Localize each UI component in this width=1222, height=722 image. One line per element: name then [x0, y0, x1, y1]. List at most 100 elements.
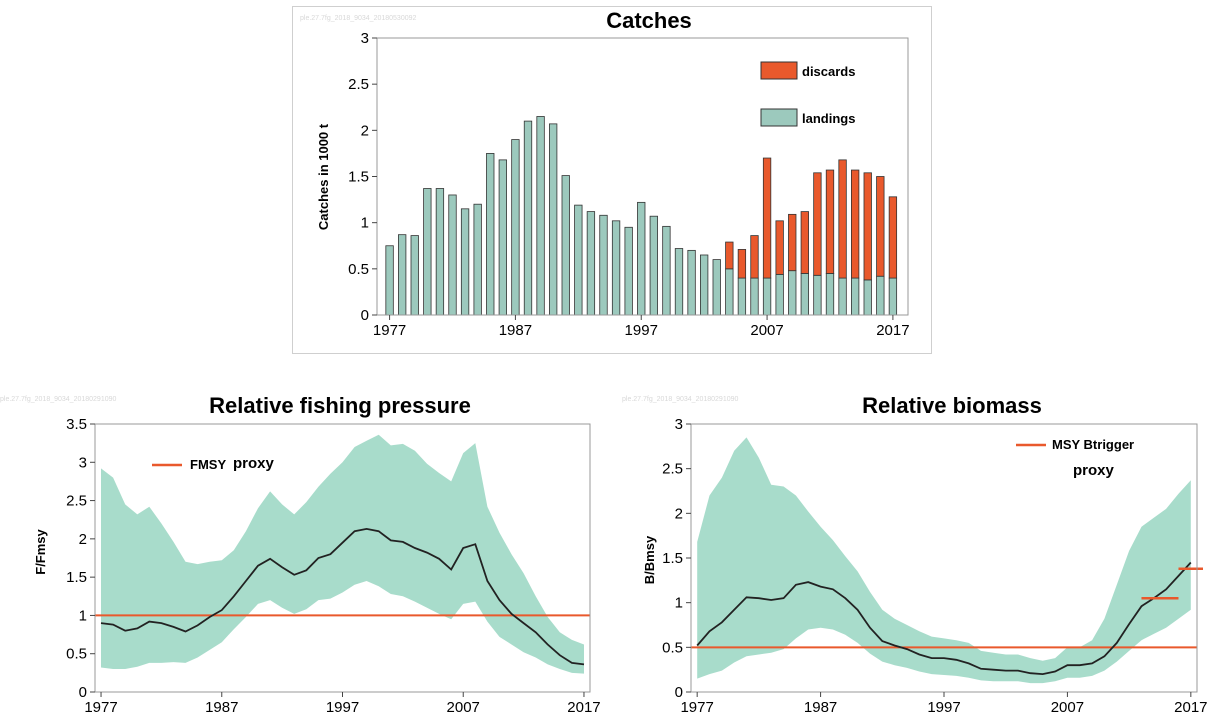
fishing-pressure-y-tick-label: 2 — [79, 531, 87, 548]
catches-x-tick-label: 2007 — [750, 322, 783, 339]
bar-landings-2011 — [813, 274, 822, 316]
biomass-y-tick-label: 2.5 — [662, 461, 683, 478]
bar-landings-2000 — [674, 248, 684, 316]
bar-discards-2008 — [775, 220, 784, 275]
biomass-confidence-band — [697, 437, 1191, 684]
biomass-y-tick-label: 0 — [675, 684, 683, 701]
fishing-pressure-estimate-line — [100, 527, 585, 666]
bar-discards-2016 — [876, 176, 885, 277]
bar-landings-1990 — [549, 123, 558, 316]
bar-landings-1989 — [536, 116, 545, 316]
bar-landings-2004 — [725, 268, 734, 316]
bar-landings-2017 — [888, 277, 898, 316]
bar-discards-2005 — [737, 249, 747, 279]
legend-label-landings: landings — [802, 111, 855, 126]
catches-chart: ple.27.7fg_2018_9034_20180530092 Catches… — [300, 8, 910, 339]
fishing-pressure-confidence-band — [101, 434, 584, 674]
catches-y-tick-label: 0 — [361, 307, 369, 324]
biomass-x-tick-label: 1977 — [680, 699, 713, 716]
bar-landings-2010 — [800, 273, 809, 316]
bar-landings-2005 — [737, 277, 747, 316]
bar-landings-1995 — [611, 220, 621, 316]
bar-landings-2003 — [712, 259, 721, 316]
bar-landings-1988 — [523, 120, 533, 316]
bar-landings-2001 — [687, 249, 696, 316]
bar-landings-1994 — [599, 214, 608, 316]
catches-y-tick-label: 2 — [361, 122, 369, 139]
catches-x-tick-label: 1997 — [625, 322, 658, 339]
fishing-pressure-y-tick-label: 0 — [79, 684, 87, 701]
fishing-pressure-y-tick-label: 1.5 — [66, 569, 87, 586]
biomass-x-tick-label: 2017 — [1174, 699, 1207, 716]
fishing-pressure-chart: ple.27.7fg_2018_9034_20180291090 Relativ… — [0, 393, 601, 716]
fishing-pressure-x-tick-label: 1987 — [205, 699, 238, 716]
bar-discards-2015 — [863, 172, 872, 281]
catches-x-tick-label: 1977 — [373, 322, 406, 339]
biomass-title: Relative biomass — [862, 393, 1042, 418]
legend-label-fmsy: FMSY — [190, 457, 226, 472]
biomass-y-tick-label: 3 — [675, 416, 683, 433]
bar-landings-1984 — [473, 203, 482, 316]
fishing-pressure-x-tick-label: 2007 — [447, 699, 480, 716]
bar-discards-2012 — [825, 169, 835, 274]
bar-landings-2015 — [863, 279, 872, 316]
fishing-pressure-y-tick-label: 3.5 — [66, 416, 87, 433]
bar-landings-1980 — [423, 188, 432, 316]
legend-label-discards: discards — [802, 64, 855, 79]
bar-landings-2013 — [838, 277, 847, 316]
biomass-estimate-line — [696, 561, 1192, 676]
bar-landings-1999 — [662, 225, 671, 316]
bar-discards-2006 — [750, 235, 759, 279]
fishing-pressure-y-tick-label: 0.5 — [66, 646, 87, 663]
bar-landings-1978 — [398, 234, 407, 316]
bar-landings-2008 — [775, 273, 784, 316]
bar-landings-1983 — [460, 208, 470, 316]
fishing-pressure-x-tick-label: 2017 — [567, 699, 600, 716]
catches-x-tick-label: 1987 — [499, 322, 532, 339]
fishing-pressure-title: Relative fishing pressure — [209, 393, 471, 418]
bar-landings-1991 — [561, 175, 570, 316]
bar-landings-2009 — [788, 270, 797, 316]
catches-y-axis-label: Catches in 1000 t — [316, 123, 331, 230]
bar-landings-1985 — [486, 153, 495, 316]
biomass-watermark: ple.27.7fg_2018_9034_20180291090 — [622, 396, 739, 403]
biomass-x-tick-label: 1997 — [927, 699, 960, 716]
bar-landings-2012 — [825, 273, 835, 316]
fishing-pressure-x-tick-label: 1977 — [84, 699, 117, 716]
bar-landings-1993 — [586, 211, 596, 316]
biomass-x-tick-label: 2007 — [1051, 699, 1084, 716]
legend-label-msybtrigger: MSY Btrigger — [1052, 437, 1134, 452]
bar-discards-2011 — [813, 172, 822, 276]
catches-y-tick-label: 1 — [361, 215, 369, 232]
bar-landings-1986 — [498, 159, 507, 316]
catches-y-tick-label: 2.5 — [348, 76, 369, 93]
fishing-pressure-x-tick-label: 1997 — [326, 699, 359, 716]
bar-landings-1982 — [448, 194, 457, 316]
biomass-chart: ple.27.7fg_2018_9034_20180291090 Relativ… — [622, 393, 1208, 716]
bar-discards-2007 — [762, 157, 772, 279]
bar-landings-1977 — [385, 245, 394, 316]
bar-landings-1996 — [624, 226, 633, 316]
fishing-pressure-watermark: ple.27.7fg_2018_9034_20180291090 — [0, 396, 117, 403]
fishing-pressure-y-axis-label: F/Fmsy — [33, 528, 48, 574]
bar-landings-1998 — [649, 215, 658, 316]
bar-discards-2004 — [725, 241, 734, 270]
bar-discards-2017 — [888, 196, 898, 279]
catches-y-tick-label: 1.5 — [348, 169, 369, 186]
fishing-pressure-y-tick-label: 2.5 — [66, 493, 87, 510]
bar-discards-2013 — [838, 159, 847, 279]
biomass-y-axis-label: B/Bmsy — [642, 535, 657, 584]
bar-landings-2007 — [762, 277, 772, 316]
bar-discards-2014 — [851, 169, 860, 279]
biomass-y-tick-label: 0.5 — [662, 639, 683, 656]
biomass-y-tick-label: 1 — [675, 595, 683, 612]
catches-title: Catches — [606, 8, 692, 33]
catches-y-tick-label: 3 — [361, 30, 369, 47]
bar-landings-2002 — [700, 254, 709, 316]
bar-landings-1979 — [410, 235, 419, 316]
legend-swatch-landings — [760, 108, 798, 127]
fishing-pressure-y-tick-label: 3 — [79, 454, 87, 471]
legend-label-fmsy-suffix: proxy — [233, 455, 275, 472]
biomass-x-tick-label: 1987 — [804, 699, 837, 716]
